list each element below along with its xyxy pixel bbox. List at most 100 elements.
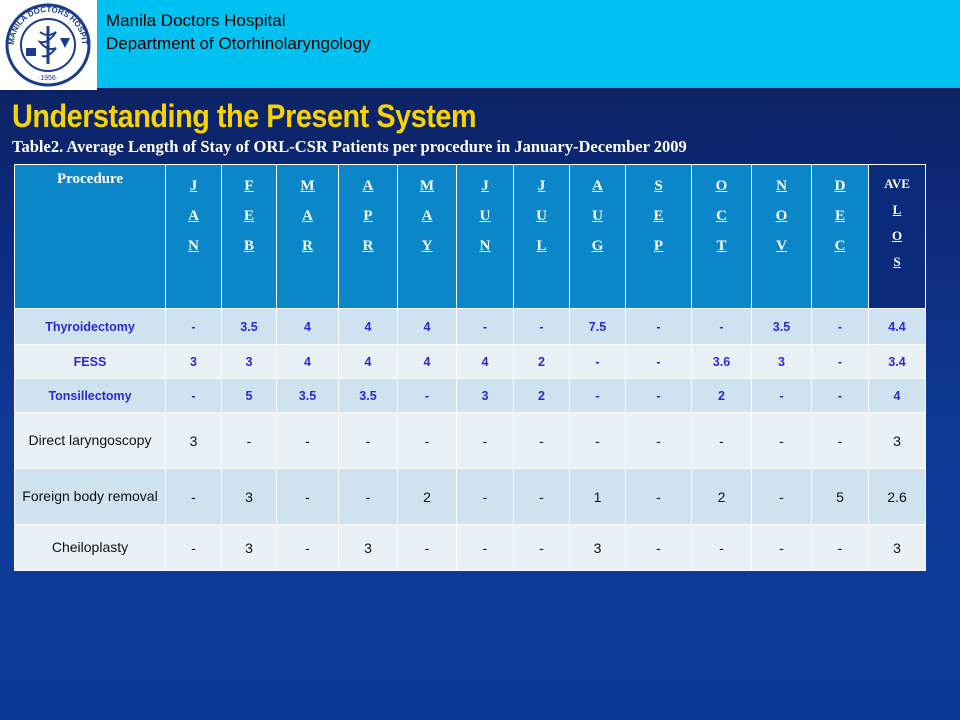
- value-cell: -: [811, 412, 869, 469]
- value-cell: -: [513, 308, 570, 345]
- value-cell: -: [456, 468, 514, 525]
- value-cell: -: [691, 308, 752, 345]
- value-cell: -: [751, 468, 812, 525]
- table-row: Foreign body removal - 3 - - 2 - - 1 - 2…: [14, 468, 926, 525]
- table-row: FESS 3 3 4 4 4 4 2 - - 3.6 3 - 3.4: [14, 344, 926, 379]
- value-cell: -: [751, 412, 812, 469]
- hospital-logo-icon: MANILA DOCTORS HOSPITAL ·1956·: [4, 2, 91, 87]
- svg-text:·1956·: ·1956·: [38, 75, 58, 82]
- value-cell: 2: [691, 468, 752, 525]
- value-cell: -: [751, 378, 812, 413]
- ave-cell: 4: [868, 378, 926, 413]
- value-cell: 3: [221, 524, 277, 571]
- value-cell: -: [276, 412, 339, 469]
- value-cell: 2: [513, 378, 570, 413]
- logo-container: MANILA DOCTORS HOSPITAL ·1956·: [0, 0, 97, 90]
- procedure-cell: Tonsillectomy: [14, 378, 166, 413]
- value-cell: 3: [221, 344, 277, 379]
- ave-cell: 3: [868, 524, 926, 571]
- value-cell: 4: [456, 344, 514, 379]
- ave-cell: 4.4: [868, 308, 926, 345]
- value-cell: 3: [165, 344, 222, 379]
- value-cell: 3.5: [338, 378, 398, 413]
- value-cell: -: [811, 524, 869, 571]
- value-cell: 3: [456, 378, 514, 413]
- hospital-name: Manila Doctors Hospital: [106, 11, 286, 30]
- value-cell: -: [625, 344, 692, 379]
- table-row: Tonsillectomy - 5 3.5 3.5 - 3 2 - - 2 - …: [14, 378, 926, 413]
- value-cell: 7.5: [569, 308, 626, 345]
- table-row: Thyroidectomy - 3.5 4 4 4 - - 7.5 - - 3.…: [14, 308, 926, 345]
- value-cell: 1: [569, 468, 626, 525]
- value-cell: 3.5: [751, 308, 812, 345]
- value-cell: -: [569, 412, 626, 469]
- value-cell: 3.6: [691, 344, 752, 379]
- value-cell: 4: [397, 308, 457, 345]
- value-cell: -: [751, 524, 812, 571]
- value-cell: -: [625, 524, 692, 571]
- value-cell: -: [338, 412, 398, 469]
- procedure-cell: Cheiloplasty: [14, 524, 166, 571]
- table-row: Direct laryngoscopy 3 - - - - - - - - - …: [14, 412, 926, 469]
- value-cell: 3: [221, 468, 277, 525]
- value-cell: -: [513, 468, 570, 525]
- procedure-cell: Direct laryngoscopy: [14, 412, 166, 469]
- value-cell: 5: [221, 378, 277, 413]
- value-cell: 4: [397, 344, 457, 379]
- value-cell: -: [811, 378, 869, 413]
- value-cell: 3: [165, 412, 222, 469]
- procedure-cell: Thyroidectomy: [14, 308, 166, 345]
- value-cell: -: [625, 412, 692, 469]
- value-cell: 5: [811, 468, 869, 525]
- department-name: Department of Otorhinolaryngology: [106, 34, 371, 53]
- value-cell: -: [811, 344, 869, 379]
- header-bar: [0, 0, 960, 88]
- value-cell: -: [456, 412, 514, 469]
- value-cell: -: [165, 308, 222, 345]
- value-cell: -: [691, 524, 752, 571]
- value-cell: 3.5: [221, 308, 277, 345]
- value-cell: 3: [751, 344, 812, 379]
- value-cell: -: [165, 468, 222, 525]
- value-cell: -: [456, 524, 514, 571]
- value-cell: -: [397, 412, 457, 469]
- value-cell: -: [397, 378, 457, 413]
- value-cell: 4: [338, 308, 398, 345]
- procedure-cell: FESS: [14, 344, 166, 379]
- slide-title: Understanding the Present System: [12, 98, 477, 134]
- value-cell: 4: [338, 344, 398, 379]
- hospital-header: Manila Doctors Hospital Department of Ot…: [106, 9, 371, 55]
- value-cell: -: [165, 524, 222, 571]
- value-cell: -: [276, 524, 339, 571]
- value-cell: 4: [276, 308, 339, 345]
- value-cell: 2: [397, 468, 457, 525]
- value-cell: 2: [513, 344, 570, 379]
- value-cell: -: [338, 468, 398, 525]
- ave-cell: 3.4: [868, 344, 926, 379]
- value-cell: -: [513, 524, 570, 571]
- value-cell: 3: [338, 524, 398, 571]
- value-cell: -: [811, 308, 869, 345]
- value-cell: -: [625, 378, 692, 413]
- value-cell: 2: [691, 378, 752, 413]
- table-caption: Table2. Average Length of Stay of ORL-CS…: [12, 137, 687, 156]
- value-cell: 3: [569, 524, 626, 571]
- value-cell: -: [691, 412, 752, 469]
- value-cell: 4: [276, 344, 339, 379]
- procedure-cell: Foreign body removal: [14, 468, 166, 525]
- value-cell: -: [513, 412, 570, 469]
- value-cell: -: [456, 308, 514, 345]
